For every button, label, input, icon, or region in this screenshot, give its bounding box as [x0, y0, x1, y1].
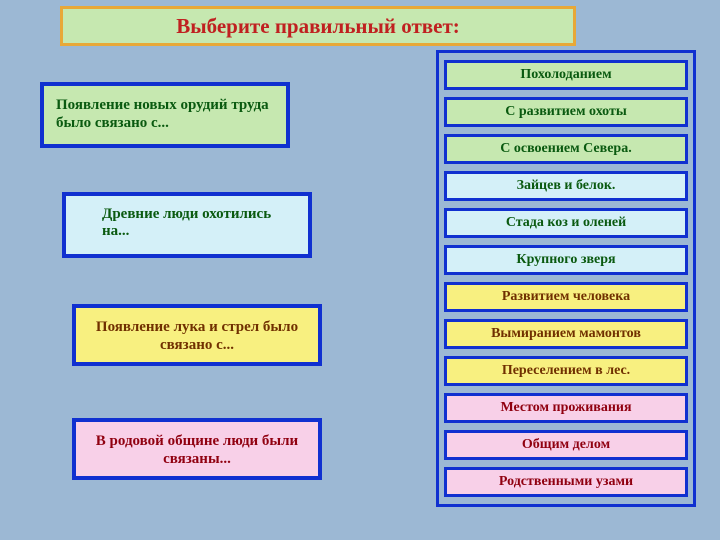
- answer-label: С освоением Севера.: [500, 141, 631, 157]
- title-bar: Выберите правильный ответ:: [60, 6, 576, 46]
- question-2: Древние люди охотились на...: [62, 192, 312, 258]
- answers-panel: Похолоданием С развитием охоты С освоени…: [436, 50, 696, 507]
- answer-option[interactable]: С развитием охоты: [444, 97, 688, 127]
- answer-label: Родственными узами: [499, 474, 633, 490]
- answer-option[interactable]: Зайцев и белок.: [444, 171, 688, 201]
- answer-label: Похолоданием: [520, 67, 611, 83]
- answer-option[interactable]: Похолоданием: [444, 60, 688, 90]
- question-1: Появление новых орудий труда было связан…: [40, 82, 290, 148]
- answer-label: Вымиранием мамонтов: [491, 326, 641, 342]
- answer-option[interactable]: Крупного зверя: [444, 245, 688, 275]
- question-3-text: Появление лука и стрел было связано с...: [96, 319, 298, 353]
- answer-option[interactable]: Родственными узами: [444, 467, 688, 497]
- answer-option[interactable]: Местом проживания: [444, 393, 688, 423]
- answer-label: Местом проживания: [500, 400, 631, 416]
- question-4: В родовой общине люди были связаны...: [72, 418, 322, 480]
- title-text: Выберите правильный ответ:: [176, 14, 460, 39]
- answer-label: Развитием человека: [502, 289, 630, 305]
- answer-option[interactable]: Переселением в лес.: [444, 356, 688, 386]
- answer-option[interactable]: Общим делом: [444, 430, 688, 460]
- question-2-text: Древние люди охотились на...: [78, 206, 296, 240]
- answer-option[interactable]: Стада коз и оленей: [444, 208, 688, 238]
- question-4-text: В родовой общине люди были связаны...: [96, 433, 298, 467]
- question-3: Появление лука и стрел было связано с...: [72, 304, 322, 366]
- answer-label: С развитием охоты: [505, 104, 627, 120]
- answer-label: Общим делом: [522, 437, 610, 453]
- answer-label: Переселением в лес.: [502, 363, 630, 379]
- answer-label: Зайцев и белок.: [517, 178, 616, 194]
- answer-option[interactable]: Вымиранием мамонтов: [444, 319, 688, 349]
- answer-option[interactable]: С освоением Севера.: [444, 134, 688, 164]
- answer-label: Стада коз и оленей: [506, 215, 626, 231]
- question-1-text: Появление новых орудий труда было связан…: [56, 97, 269, 131]
- answer-option[interactable]: Развитием человека: [444, 282, 688, 312]
- answer-label: Крупного зверя: [516, 252, 615, 268]
